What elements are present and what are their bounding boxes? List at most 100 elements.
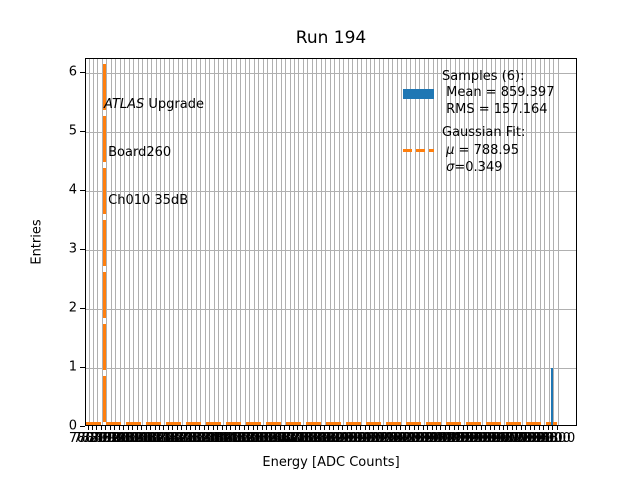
x-tick-label: 966.0 xyxy=(484,431,522,446)
x-tick-label: 836.0 xyxy=(193,431,232,446)
x-tick-label: 950.0 xyxy=(448,431,486,446)
x-gridline xyxy=(110,59,112,425)
x-gridline xyxy=(495,59,497,425)
x-gridline xyxy=(405,59,407,425)
x-gridline xyxy=(182,59,184,425)
x-gridline xyxy=(530,59,532,425)
x-tick xyxy=(409,426,411,430)
x-tick-label: 982.0 xyxy=(520,431,558,446)
legend-samples-header: Samples (6): xyxy=(442,69,525,84)
x-tick xyxy=(217,426,219,430)
x-tick xyxy=(310,426,312,430)
x-gridline xyxy=(526,59,528,425)
x-tick-label: 866.0 xyxy=(261,431,299,446)
x-tick-label: 874.0 xyxy=(278,431,317,446)
x-tick xyxy=(382,426,384,430)
x-tick-label: 916.0 xyxy=(372,431,410,446)
x-tick xyxy=(436,426,437,430)
x-tick-label: 840.0 xyxy=(202,431,241,446)
legend-mean: Mean = 859.397 xyxy=(442,85,555,100)
x-gridline xyxy=(401,59,403,425)
x-gridline xyxy=(133,59,135,425)
x-axis-label: Energy [ADC Counts] xyxy=(262,455,400,470)
x-tick-label: 988.0 xyxy=(533,431,571,446)
x-tick-label: 944.0 xyxy=(435,431,473,446)
annotation-line-channel: Ch010 35dB xyxy=(104,193,189,208)
x-tick xyxy=(333,426,335,430)
y-tick-label: 4 xyxy=(68,182,77,198)
x-tick xyxy=(212,426,214,430)
x-gridline xyxy=(137,59,139,425)
x-tick xyxy=(471,426,473,430)
x-gridline xyxy=(249,59,251,425)
x-tick-label: 908.0 xyxy=(354,431,393,446)
x-gridline xyxy=(338,59,340,425)
x-gridline xyxy=(468,59,470,425)
x-tick xyxy=(538,426,540,430)
x-gridline xyxy=(253,59,255,425)
y-gridline xyxy=(86,132,576,133)
x-tick xyxy=(449,426,451,430)
x-gridline xyxy=(450,59,452,425)
x-tick-label: 936.0 xyxy=(417,431,455,446)
x-tick-label: 910.0 xyxy=(359,431,397,446)
x-gridline xyxy=(258,59,260,425)
x-gridline xyxy=(128,59,130,425)
x-tick xyxy=(261,426,263,430)
x-tick-label: 974.0 xyxy=(502,431,540,446)
y-tick xyxy=(80,72,85,73)
x-gridline xyxy=(548,59,550,425)
x-gridline xyxy=(437,59,438,425)
x-tick-label: 986.0 xyxy=(529,431,567,446)
x-tick xyxy=(386,426,388,430)
x-gridline xyxy=(521,59,523,425)
x-tick xyxy=(413,426,415,430)
x-tick xyxy=(167,426,169,430)
plot-title: Run 194 xyxy=(295,28,367,48)
x-tick xyxy=(511,426,513,430)
x-gridline xyxy=(186,59,188,425)
y-gridline xyxy=(86,250,576,251)
x-tick xyxy=(315,426,317,430)
y-tick xyxy=(80,249,85,250)
x-tick xyxy=(391,426,393,430)
x-tick-label: 820.0 xyxy=(158,431,196,446)
x-gridline xyxy=(490,59,492,425)
x-tick-label: 890.0 xyxy=(314,431,352,446)
x-tick-label: 878.0 xyxy=(287,431,326,446)
x-gridline xyxy=(369,59,371,425)
y-tick-label: 0 xyxy=(68,418,77,434)
x-tick-label: 802.0 xyxy=(118,431,156,446)
x-gridline xyxy=(419,59,421,425)
x-tick xyxy=(270,426,272,430)
x-gridline xyxy=(477,59,479,425)
x-tick-label: 886.0 xyxy=(305,431,343,446)
x-tick xyxy=(516,426,518,430)
x-gridline xyxy=(428,59,430,425)
x-tick-label: 790.0 xyxy=(91,431,129,446)
x-tick xyxy=(96,426,98,430)
mu-value: = 788.95 xyxy=(454,143,520,158)
histogram-legend-swatch xyxy=(403,89,434,99)
x-tick xyxy=(150,426,152,430)
x-gridline xyxy=(486,59,488,425)
x-gridline xyxy=(459,59,461,425)
gaussian-fit-baseline xyxy=(86,422,557,425)
x-tick xyxy=(91,426,93,430)
x-tick xyxy=(203,426,205,430)
x-tick xyxy=(342,426,344,430)
mu-symbol: μ xyxy=(442,143,455,158)
y-tick-label: 3 xyxy=(68,241,77,257)
legend-sigma: σ=0.349 xyxy=(442,160,502,175)
x-tick-label: 782.0 xyxy=(73,431,111,446)
x-gridline xyxy=(463,59,465,425)
x-gridline xyxy=(329,59,331,425)
x-gridline xyxy=(244,59,246,425)
x-tick xyxy=(534,426,536,430)
x-tick-label: 918.0 xyxy=(377,431,415,446)
x-gridline xyxy=(311,59,313,425)
x-tick xyxy=(520,426,522,430)
x-gridline xyxy=(213,59,215,425)
x-tick xyxy=(230,426,232,430)
x-tick xyxy=(181,426,183,430)
